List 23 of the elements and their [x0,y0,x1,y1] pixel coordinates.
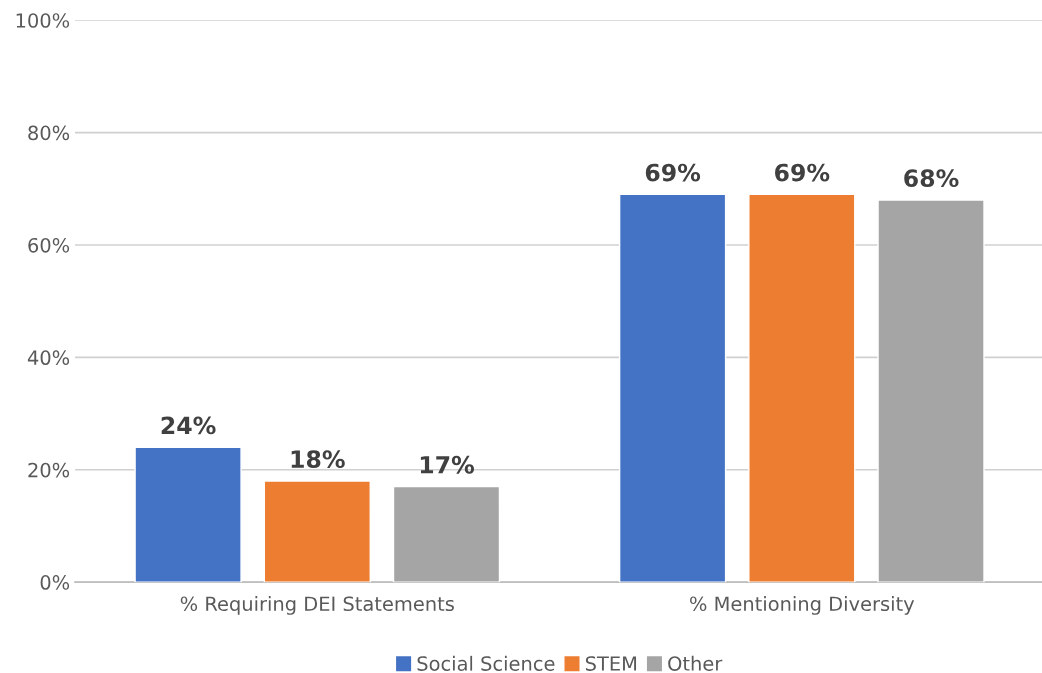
bar [748,193,856,583]
bar [263,480,371,583]
y-tick-label: 0% [40,575,70,590]
data-label: 69% [775,163,830,182]
bar [877,199,985,583]
legend-label: Social Science [417,655,555,671]
legend-label: Other [668,655,723,671]
bar [392,485,501,583]
data-label: 68% [904,169,959,188]
y-tick-label: 40% [27,350,70,366]
data-label: 69% [645,163,701,182]
y-tick-label: 20% [28,462,70,478]
data-label: 18% [291,450,345,469]
bar [134,446,242,583]
x-tick-label: % Requiring DEI Statements [180,596,454,615]
y-tick-label: 100% [16,13,70,28]
data-label: 24% [161,416,216,435]
bar [618,193,727,583]
legend-label: STEM [585,656,637,671]
data-label: 17% [420,455,474,474]
y-tick-label: 60% [28,237,70,253]
x-tick-label: % Mentioning Diversity [690,596,915,615]
y-tick-label: 80% [28,125,70,141]
